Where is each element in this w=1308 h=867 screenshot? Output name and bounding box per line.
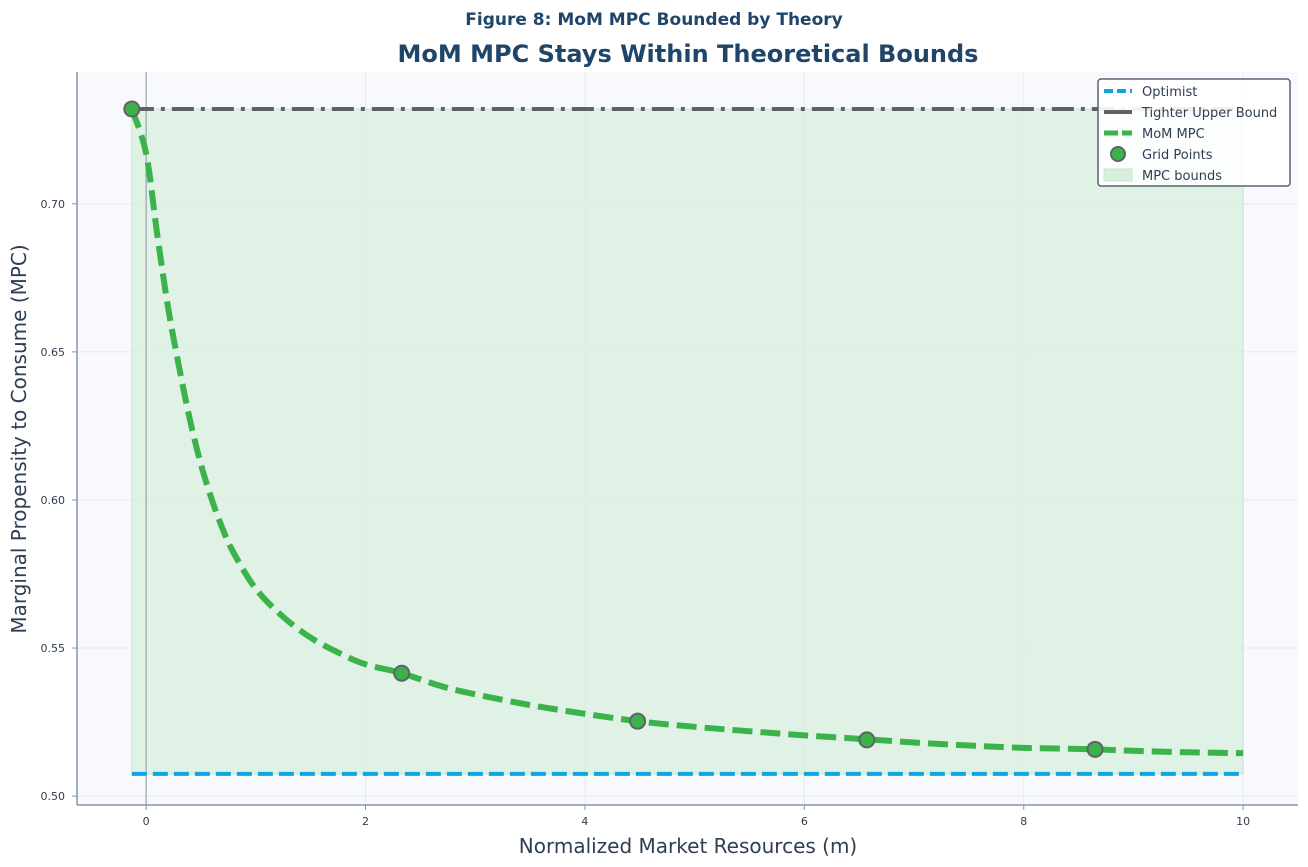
axes	[72, 72, 1298, 810]
y-tick-label: 0.50	[41, 790, 66, 803]
x-tick-label: 10	[1236, 815, 1250, 828]
mom-mpc-line	[128, 108, 1244, 757]
y-tick-label: 0.55	[41, 642, 66, 655]
grid-point-marker	[629, 712, 647, 730]
y-tick-label: 0.65	[41, 346, 66, 359]
grid-point-markers	[123, 100, 1104, 758]
x-tick-label: 2	[362, 815, 369, 828]
series-lines-layer	[128, 72, 1244, 805]
x-tick-label: 6	[801, 815, 808, 828]
legend-label: Optimist	[1142, 85, 1197, 100]
bounds-fill-layer	[131, 108, 1244, 775]
y-tick-label: 0.60	[41, 494, 66, 507]
tick-labels: 0 2 4 6 8 10 0.50 0.55 0.60 0.65 0.70	[41, 198, 1251, 828]
x-tick-label: 0	[143, 815, 150, 828]
grid-point-marker	[1086, 740, 1104, 758]
figure-suptitle: Figure 8: MoM MPC Bounded by Theory	[465, 10, 842, 30]
legend: Optimist Tighter Upper Bound MoM MPC Grid P…	[1097, 78, 1291, 187]
x-tick-label: 4	[581, 815, 588, 828]
chart-title: MoM MPC Stays Within Theoretical Bounds	[398, 40, 979, 68]
y-axis-label: Marginal Propensity to Consume (MPC)	[7, 244, 31, 633]
grid-point-marker	[393, 664, 411, 682]
grid-point-marker	[858, 731, 876, 749]
legend-label: MPC bounds	[1142, 169, 1222, 184]
y-tick-label: 0.70	[41, 198, 66, 211]
mpc-bounds-fill	[131, 108, 1244, 775]
grid-point-marker	[123, 100, 141, 118]
legend-label: Grid Points	[1142, 148, 1213, 163]
x-axis-label: Normalized Market Resources (m)	[519, 834, 857, 858]
legend-handle	[1103, 168, 1133, 182]
legend-handle	[1110, 146, 1126, 162]
legend-label: MoM MPC	[1142, 127, 1205, 142]
legend-label: Tighter Upper Bound	[1141, 106, 1277, 121]
x-tick-label: 8	[1020, 815, 1027, 828]
legend-box	[1097, 78, 1291, 187]
